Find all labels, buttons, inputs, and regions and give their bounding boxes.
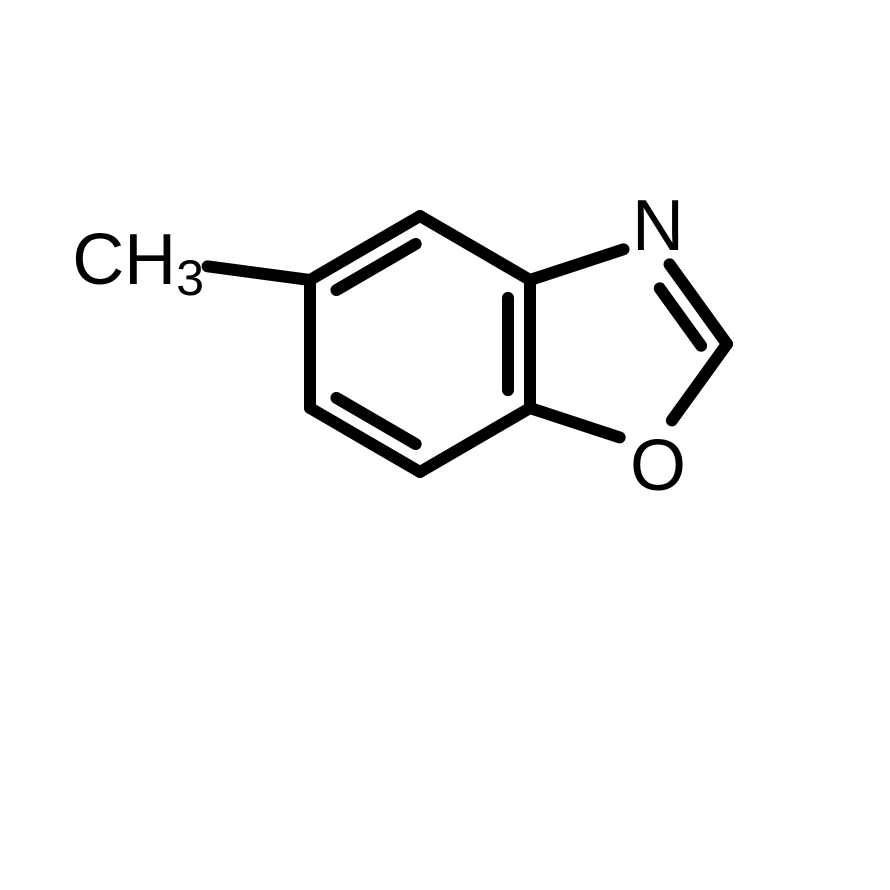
methyl-label: CH3	[72, 220, 204, 306]
molecule-diagram: CH3 N O	[0, 0, 890, 890]
oxygen-label: O	[630, 426, 686, 506]
nitrogen-label: N	[632, 186, 684, 266]
